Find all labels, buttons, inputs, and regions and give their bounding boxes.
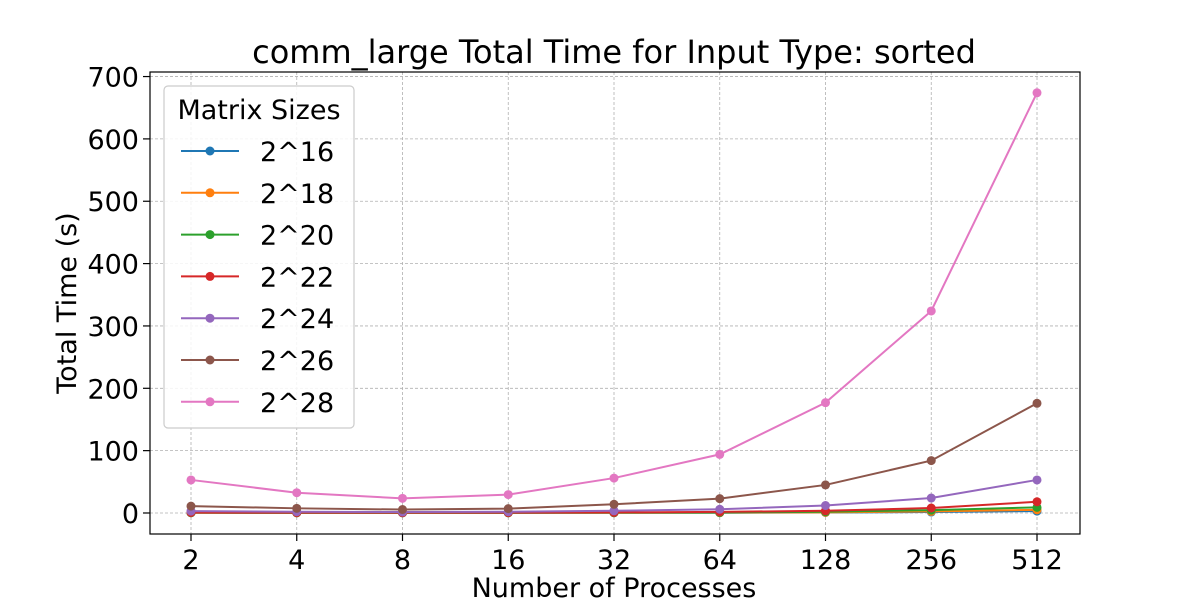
data-point [503,504,513,514]
y-axis-label: Total Time (s) [52,212,83,394]
data-point [186,501,196,511]
data-point [715,449,725,459]
legend-marker [205,230,215,240]
legend-entry: 2^24 [181,304,334,335]
data-point [715,504,725,514]
legend-entries: 2^16 2^18 2^20 2^22 2^24 2^26 2^28 [181,137,334,419]
legend-label: 2^18 [260,179,334,210]
y-tick-label: 0 [122,499,139,530]
x-axis-label: Number of Processes [472,573,757,600]
legend-entry: 2^22 [181,262,334,293]
data-point [926,503,936,513]
legend-title: Matrix Sizes [177,95,340,126]
legend-marker [205,313,215,323]
data-point [1032,88,1042,98]
data-point [821,480,830,490]
legend-entry: 2^20 [181,221,334,252]
plot-frame [149,71,1081,535]
legend-label: 2^16 [260,137,334,168]
data-point [926,456,936,466]
y-tick-label: 600 [87,125,139,156]
y-tick-label: 100 [87,437,139,468]
x-tick-label: 4 [288,545,305,576]
legend-entry: 2^28 [181,388,334,419]
series-2-26 [186,398,1042,515]
legend-entry: 2^16 [181,137,334,168]
y-tick-label: 300 [87,312,139,343]
series-2-28 [186,88,1042,503]
x-tick-label: 2 [182,545,199,576]
data-point [821,501,830,511]
data-point [821,398,830,408]
x-tick-label: 64 [703,545,737,576]
x-tick-label: 128 [800,545,852,576]
legend-label: 2^22 [260,262,334,293]
legend-marker [205,355,215,365]
data-point [503,490,513,500]
y-tick-label: 200 [87,374,139,405]
legend-label: 2^26 [260,346,334,377]
x-tick-label: 512 [1011,545,1063,576]
data-point [609,506,619,516]
data-point [715,494,725,504]
data-point [292,503,302,513]
x-tick-label: 256 [905,545,957,576]
y-tick-label: 400 [87,250,139,281]
legend-marker [205,271,215,281]
x-tick-label: 8 [394,545,411,576]
series-layer [186,88,1042,518]
legend-marker [205,397,215,407]
y-tick-label: 700 [87,63,139,94]
legend-label: 2^24 [260,304,334,335]
legend-entry: 2^26 [181,346,334,377]
legend-label: 2^28 [260,388,334,419]
legend: Matrix Sizes 2^16 2^18 2^20 2^22 2^24 2^26 2^2… [163,85,355,429]
data-point [292,488,302,498]
data-point [609,473,619,483]
data-point [398,493,407,503]
y-tick-label: 500 [87,187,139,218]
x-tick-label: 16 [491,545,525,576]
legend-marker [205,146,215,156]
data-point [926,306,936,316]
legend-box [163,85,355,429]
data-point [1032,475,1042,485]
legend-entry: 2^18 [181,179,334,210]
legend-marker [205,188,215,198]
data-point [1032,497,1042,507]
data-point [926,493,936,503]
data-point [186,475,196,485]
legend-label: 2^20 [260,221,334,252]
data-point [609,499,619,509]
x-tick-label: 32 [597,545,631,576]
data-point [1032,398,1042,408]
axes: 2 4 8 16 32 64 128 256 512 0 100 200 300 400 500 600 700 [87,63,1062,576]
data-point [398,505,407,515]
chart-title: comm_large Total Time for Input Type: so… [252,33,976,71]
